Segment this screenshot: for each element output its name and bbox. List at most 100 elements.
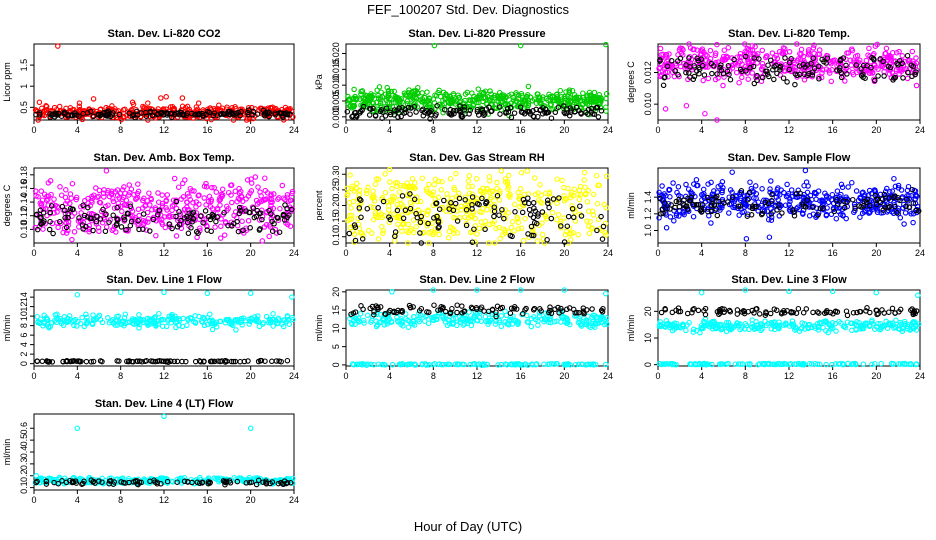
data-point: [402, 207, 409, 214]
data-point: [445, 235, 452, 241]
x-tick-label: 12: [784, 125, 794, 135]
data-point: [519, 209, 526, 216]
data-point: [452, 101, 458, 107]
data-point: [723, 328, 730, 335]
data-point: [487, 221, 493, 228]
data-point: [519, 311, 525, 318]
data-point: [467, 229, 474, 236]
x-tick-label: 4: [387, 371, 392, 381]
data-point: [703, 63, 709, 70]
data-point: [889, 188, 896, 194]
data-point: [139, 358, 145, 365]
data-point: [507, 191, 513, 197]
plot-frame: [345, 289, 609, 367]
data-point: [163, 323, 170, 330]
y-tick-label: 0.015: [331, 58, 341, 81]
data-point: [585, 208, 592, 214]
data-point: [373, 176, 380, 182]
data-point: [143, 227, 150, 233]
data-point: [489, 108, 495, 114]
data-point: [815, 212, 821, 218]
data-point: [531, 175, 538, 181]
data-point: [410, 304, 416, 310]
data-point: [793, 190, 800, 197]
data-point: [186, 210, 192, 216]
data-point: [875, 320, 881, 327]
data-point: [904, 196, 910, 203]
data-point: [359, 88, 366, 94]
data-point: [889, 305, 896, 312]
data-point: [250, 108, 257, 115]
data-point: [492, 101, 499, 108]
data-point: [793, 310, 800, 316]
data-point: [507, 310, 514, 316]
data-point: [866, 45, 872, 52]
x-tick-label: 0: [31, 125, 36, 135]
data-point: [805, 49, 812, 55]
data-point: [86, 222, 92, 229]
data-point: [662, 206, 669, 212]
data-point: [469, 206, 475, 212]
data-point: [790, 309, 796, 316]
data-point: [209, 184, 215, 191]
data-point: [389, 100, 395, 106]
data-point: [213, 218, 219, 225]
data-point: [486, 240, 492, 246]
data-point: [441, 316, 447, 322]
data-point: [683, 62, 689, 68]
data-point: [109, 103, 115, 109]
data-point: [510, 97, 517, 103]
x-tick-label: 0: [343, 125, 348, 135]
y-tick-label: 0.12: [19, 207, 29, 225]
data-point: [284, 111, 291, 118]
data-point: [727, 187, 734, 193]
y-tick-label: 1.2: [643, 208, 653, 221]
data-point: [657, 322, 663, 329]
data-point: [545, 109, 552, 116]
data-point: [589, 306, 595, 312]
data-point: [104, 113, 111, 119]
data-point: [685, 195, 691, 202]
data-point: [204, 227, 210, 233]
data-point: [587, 218, 593, 225]
data-point: [147, 228, 153, 234]
data-point: [370, 192, 377, 199]
data-point: [226, 111, 233, 118]
y-tick-label: 8: [19, 323, 29, 328]
data-point: [368, 319, 374, 325]
data-point: [351, 86, 357, 93]
data-point: [187, 109, 194, 116]
data-point: [357, 96, 363, 103]
data-point: [384, 84, 390, 91]
data-point: [594, 200, 601, 207]
x-tick-label: 8: [743, 248, 748, 258]
data-point: [482, 313, 489, 320]
data-point: [383, 198, 390, 205]
data-point: [368, 106, 374, 112]
data-point: [864, 320, 870, 326]
data-point: [57, 315, 63, 322]
data-point: [570, 192, 577, 199]
data-point: [134, 108, 140, 115]
data-point: [426, 309, 432, 316]
data-point: [741, 310, 748, 317]
data-point: [109, 112, 116, 118]
data-point: [366, 112, 373, 118]
data-point: [83, 358, 90, 365]
data-point: [369, 93, 376, 100]
data-point: [289, 190, 295, 197]
data-point: [693, 202, 700, 208]
data-point: [195, 100, 202, 106]
data-point: [399, 228, 405, 234]
data-point: [850, 310, 857, 316]
data-point: [34, 313, 40, 320]
data-point: [150, 216, 157, 223]
data-point: [809, 204, 816, 210]
data-point: [158, 95, 164, 101]
data-point: [494, 185, 500, 192]
data-point: [831, 206, 837, 212]
data-point: [95, 224, 102, 231]
